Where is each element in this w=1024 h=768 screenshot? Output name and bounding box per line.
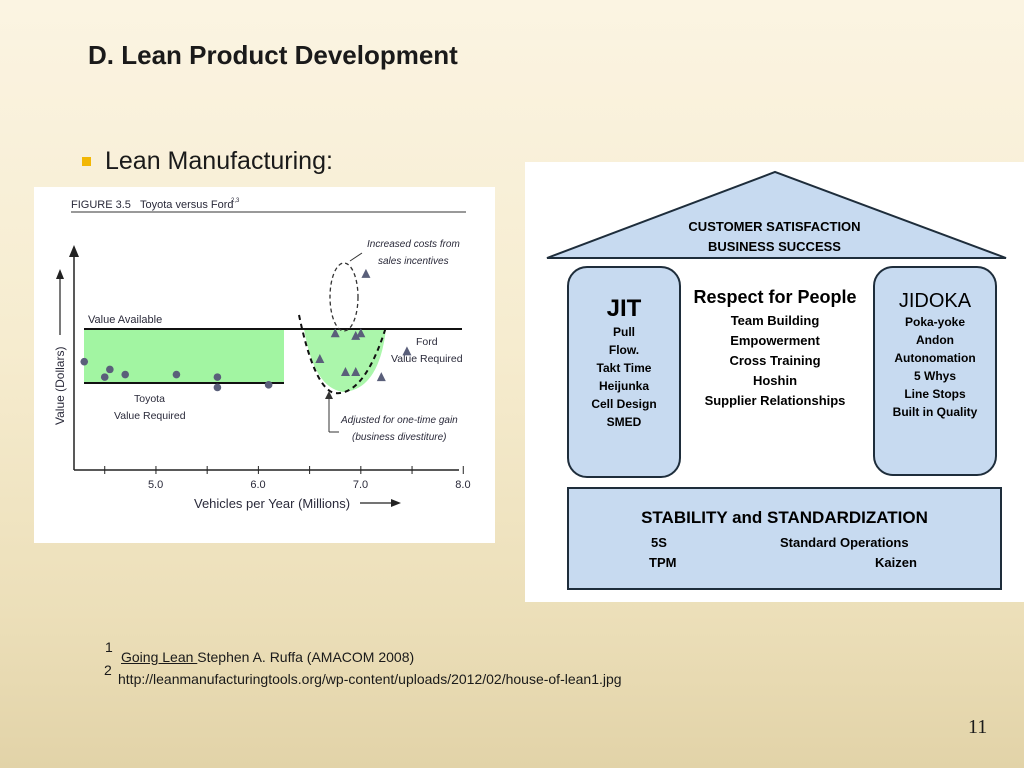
toyota-point [121,370,130,379]
center-respect: Respect for People Team Building Empower… [685,287,865,411]
x-tick-label: 6.0 [250,479,265,491]
chart-svg: FIGURE 3.5 Toyota versus Ford 2,3 Value … [53,198,471,511]
foundation-title: STABILITY and STANDARDIZATION [641,508,928,527]
bullet-item: Lean Manufacturing: [82,147,333,176]
foundation-standard-ops: Standard Operations [780,535,909,550]
label-value-available: Value Available [88,314,162,326]
list-item: Team Building [730,313,820,328]
house-roof [546,170,1007,259]
ford-point [402,346,412,356]
ford-point [315,354,325,364]
footnote-2-text: http://leanmanufacturingtools.org/wp-con… [118,671,622,687]
ford-point [330,328,340,338]
ford-point [376,372,386,382]
figure-number: FIGURE 3.5 [71,199,131,211]
center-title: Respect for People [693,287,857,307]
pillar-jidoka: JIDOKA Poka-yoke Andon Autonomation 5 Wh… [873,266,997,476]
toyota-point [172,370,181,379]
label-ford-1: Ford [416,336,438,348]
list-item: Hoshin [752,373,798,388]
foundation-tpm: TPM [649,555,677,570]
roof-line-2: BUSINESS SUCCESS [708,239,841,254]
x-axis-label: Vehicles per Year (Millions) [194,496,350,511]
list-item: Autonomation [894,351,976,365]
footnote-1-number: 1 [105,639,113,655]
foundation-5s: 5S [651,535,667,550]
toyota-point [213,373,222,381]
list-item: Cell Design [591,397,657,411]
annot-increased-1: Increased costs from [367,239,460,250]
x-tick-label: 7.0 [353,479,368,491]
ford-required-curve [298,314,387,395]
x-tick-label: 8.0 [455,479,470,491]
slide-title: D. Lean Product Development [88,40,458,70]
toyota-value-band [84,329,284,382]
label-toyota-1: Toyota [134,393,165,405]
toyota-point [106,365,114,374]
house-of-lean: CUSTOMER SATISFACTION BUSINESS SUCCESS J… [525,162,1024,602]
bullet-marker-icon [82,157,91,166]
list-item: Andon [916,333,954,347]
list-item: SMED [606,415,642,429]
list-item: Built in Quality [892,405,978,419]
footnote-1-text: Stephen A. Ruffa (AMACOM 2008) [197,649,415,665]
ford-point [340,366,350,376]
list-item: Flow. [608,343,640,357]
label-toyota-2: Value Required [114,410,186,422]
ford-value-band [304,329,386,392]
ford-point [351,330,361,340]
pillar-jidoka-title: JIDOKA [898,290,972,312]
figure-title: Toyota versus Ford [140,199,234,211]
footnote-2-number: 2 [104,662,112,678]
pillar-jit-title: JIT [606,295,642,322]
adjusted-pointer-icon [325,391,333,399]
list-item: Heijunka [598,379,649,393]
list-item: Line Stops [904,387,966,401]
toyota-ford-chart: FIGURE 3.5 Toyota versus Ford 2,3 Value … [34,187,495,543]
y-axis-arrow-icon [69,245,79,257]
page-number: 11 [968,716,988,738]
annot-adjusted-1: Adjusted for one-time gain [340,415,458,426]
bullet-text: Lean Manufacturing: [105,147,333,175]
roof-line-1: CUSTOMER SATISFACTION [688,219,861,234]
foundation: STABILITY and STANDARDIZATION 5S TPM Sta… [567,487,1002,590]
footnote-1-link[interactable]: Going Lean [121,649,198,665]
footnote-1: Going Lean Stephen A. Ruffa (AMACOM 2008… [121,649,414,665]
list-item: Empowerment [730,333,820,348]
toyota-point [264,381,273,389]
list-item: Cross Training [729,353,821,368]
y-axis-label: Value (Dollars) [53,347,67,425]
toyota-point [213,383,222,392]
annot-adjusted-2: (business divestiture) [352,432,446,443]
figure-superscript: 2,3 [231,198,240,204]
list-item: Pull [612,325,635,339]
x-label-arrow-icon [391,499,401,507]
list-item: 5 Whys [913,369,956,383]
increased-cost-pointer [349,252,363,262]
increased-cost-ellipse [329,262,359,332]
ford-point [351,366,361,376]
y-label-arrow-icon [56,269,64,279]
list-item: Poka-yoke [904,315,966,329]
label-ford-2: Value Required [391,353,463,365]
toyota-point [100,373,109,381]
annot-increased-2: sales incentives [378,256,449,267]
x-tick-label: 5.0 [148,479,163,491]
list-item: Supplier Relationships [704,393,846,408]
list-item: Takt Time [596,361,652,375]
ford-point [356,328,366,338]
roof-svg [546,170,1007,259]
foundation-kaizen: Kaizen [875,555,917,570]
pillar-jit: JIT Pull Flow. Takt Time Heijunka Cell D… [567,266,681,478]
toyota-point [80,357,89,366]
ford-point [361,268,371,278]
